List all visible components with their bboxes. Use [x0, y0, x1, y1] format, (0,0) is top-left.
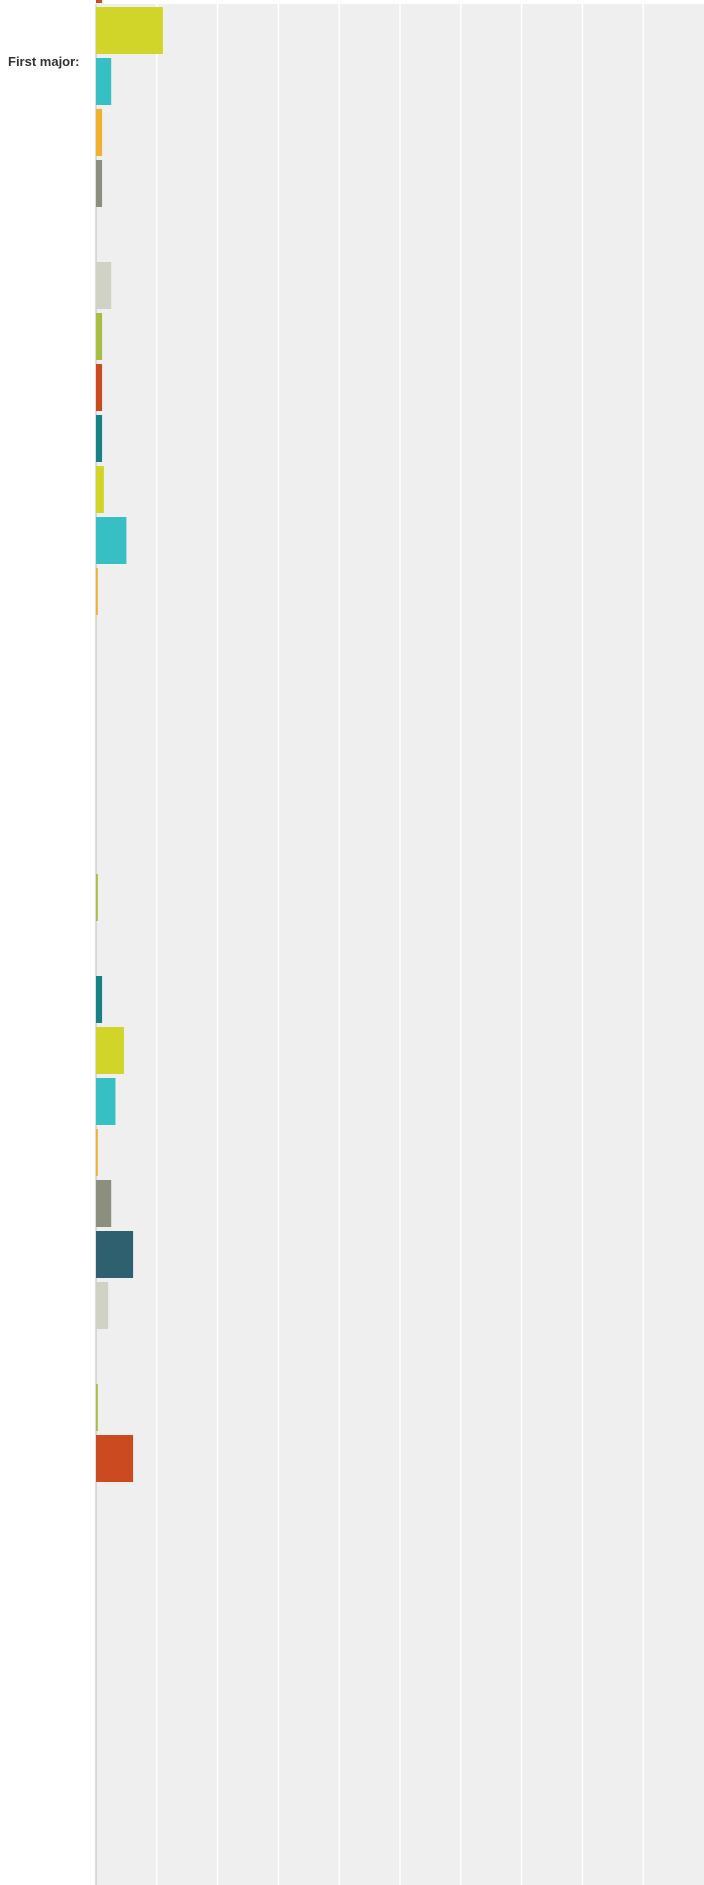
- bar-8: [96, 364, 103, 411]
- bar-23: [96, 1129, 98, 1176]
- row-label-first-major: First major:: [8, 54, 80, 69]
- bar-28: [96, 1384, 98, 1431]
- bar-12: [96, 568, 98, 615]
- bar-20: [96, 976, 103, 1023]
- bar-18: [96, 874, 98, 921]
- bar-29: [96, 1435, 134, 1482]
- bar-9: [96, 415, 103, 462]
- bar-11: [96, 517, 127, 564]
- bar-1: [96, 7, 163, 54]
- bar-22: [96, 1078, 116, 1125]
- bar-3: [96, 109, 103, 156]
- bar-0: [96, 0, 103, 3]
- bar-26: [96, 1282, 109, 1329]
- bar-6: [96, 262, 112, 309]
- bar-4: [96, 160, 103, 207]
- bar-10: [96, 466, 104, 513]
- bar-24: [96, 1180, 112, 1227]
- bar-2: [96, 58, 112, 105]
- bar-25: [96, 1231, 134, 1278]
- bar-7: [96, 313, 103, 360]
- bar-21: [96, 1027, 124, 1074]
